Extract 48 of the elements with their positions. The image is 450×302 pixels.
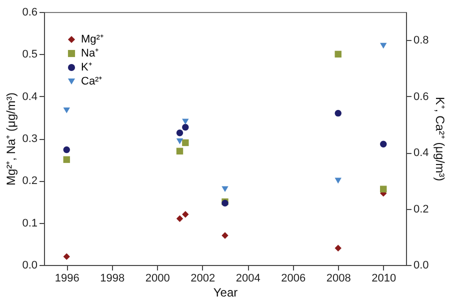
y2-axis-title: K⁺, Ca²⁺ (μg/m³) <box>432 96 447 182</box>
point <box>63 156 70 163</box>
y-tick-label: 0.1 <box>22 217 38 230</box>
y-tick-label: 0.2 <box>22 175 38 188</box>
point <box>176 148 184 155</box>
legend-label: Ca²⁺ <box>81 76 103 88</box>
y2-tick-label: 0.8 <box>414 34 429 47</box>
point <box>182 139 189 146</box>
y-tick-label: 0.5 <box>22 48 38 61</box>
y-tick-label: 0.0 <box>22 260 38 272</box>
point <box>182 211 189 218</box>
y2-tick-label: 0.2 <box>414 203 429 216</box>
point <box>182 118 189 125</box>
point <box>222 232 228 239</box>
point <box>334 110 342 117</box>
x-tick-label: 2002 <box>190 272 216 284</box>
y2-tick-label: 0.6 <box>414 90 429 103</box>
point <box>176 215 184 222</box>
point <box>380 186 387 192</box>
legend-label: K⁺ <box>81 62 92 74</box>
x-tick-label: 1996 <box>54 272 80 284</box>
point <box>334 178 342 184</box>
y2-tick-label: 0.4 <box>414 147 429 160</box>
point <box>176 130 184 136</box>
point <box>176 138 184 144</box>
point <box>334 50 342 58</box>
x-tick-label: 2004 <box>236 272 260 284</box>
y-tick-label: 0.3 <box>22 133 38 145</box>
legend-label: Na⁺ <box>81 48 100 60</box>
y-tick-label: 0.6 <box>22 6 38 18</box>
point <box>334 244 342 252</box>
x-tick-label: 2000 <box>145 272 170 284</box>
point <box>380 42 387 49</box>
point <box>63 107 70 114</box>
y-tick-label: 0.4 <box>22 90 38 103</box>
point <box>63 253 70 260</box>
point <box>63 146 70 154</box>
point <box>222 186 228 192</box>
point <box>182 124 189 131</box>
y2-tick-label: 0.0 <box>414 260 429 272</box>
x-axis-title: Year <box>213 286 238 300</box>
y-axis-title: Mg²⁺, Na⁺ (μg/m³) <box>4 92 18 186</box>
legend-label: Mg²⁺ <box>81 34 104 46</box>
x-tick-label: 2010 <box>372 272 396 284</box>
x-tick-label: 2008 <box>326 272 351 284</box>
point <box>380 140 387 148</box>
x-tick-label: 1998 <box>100 272 125 284</box>
x-tick-label: 2006 <box>281 272 306 284</box>
